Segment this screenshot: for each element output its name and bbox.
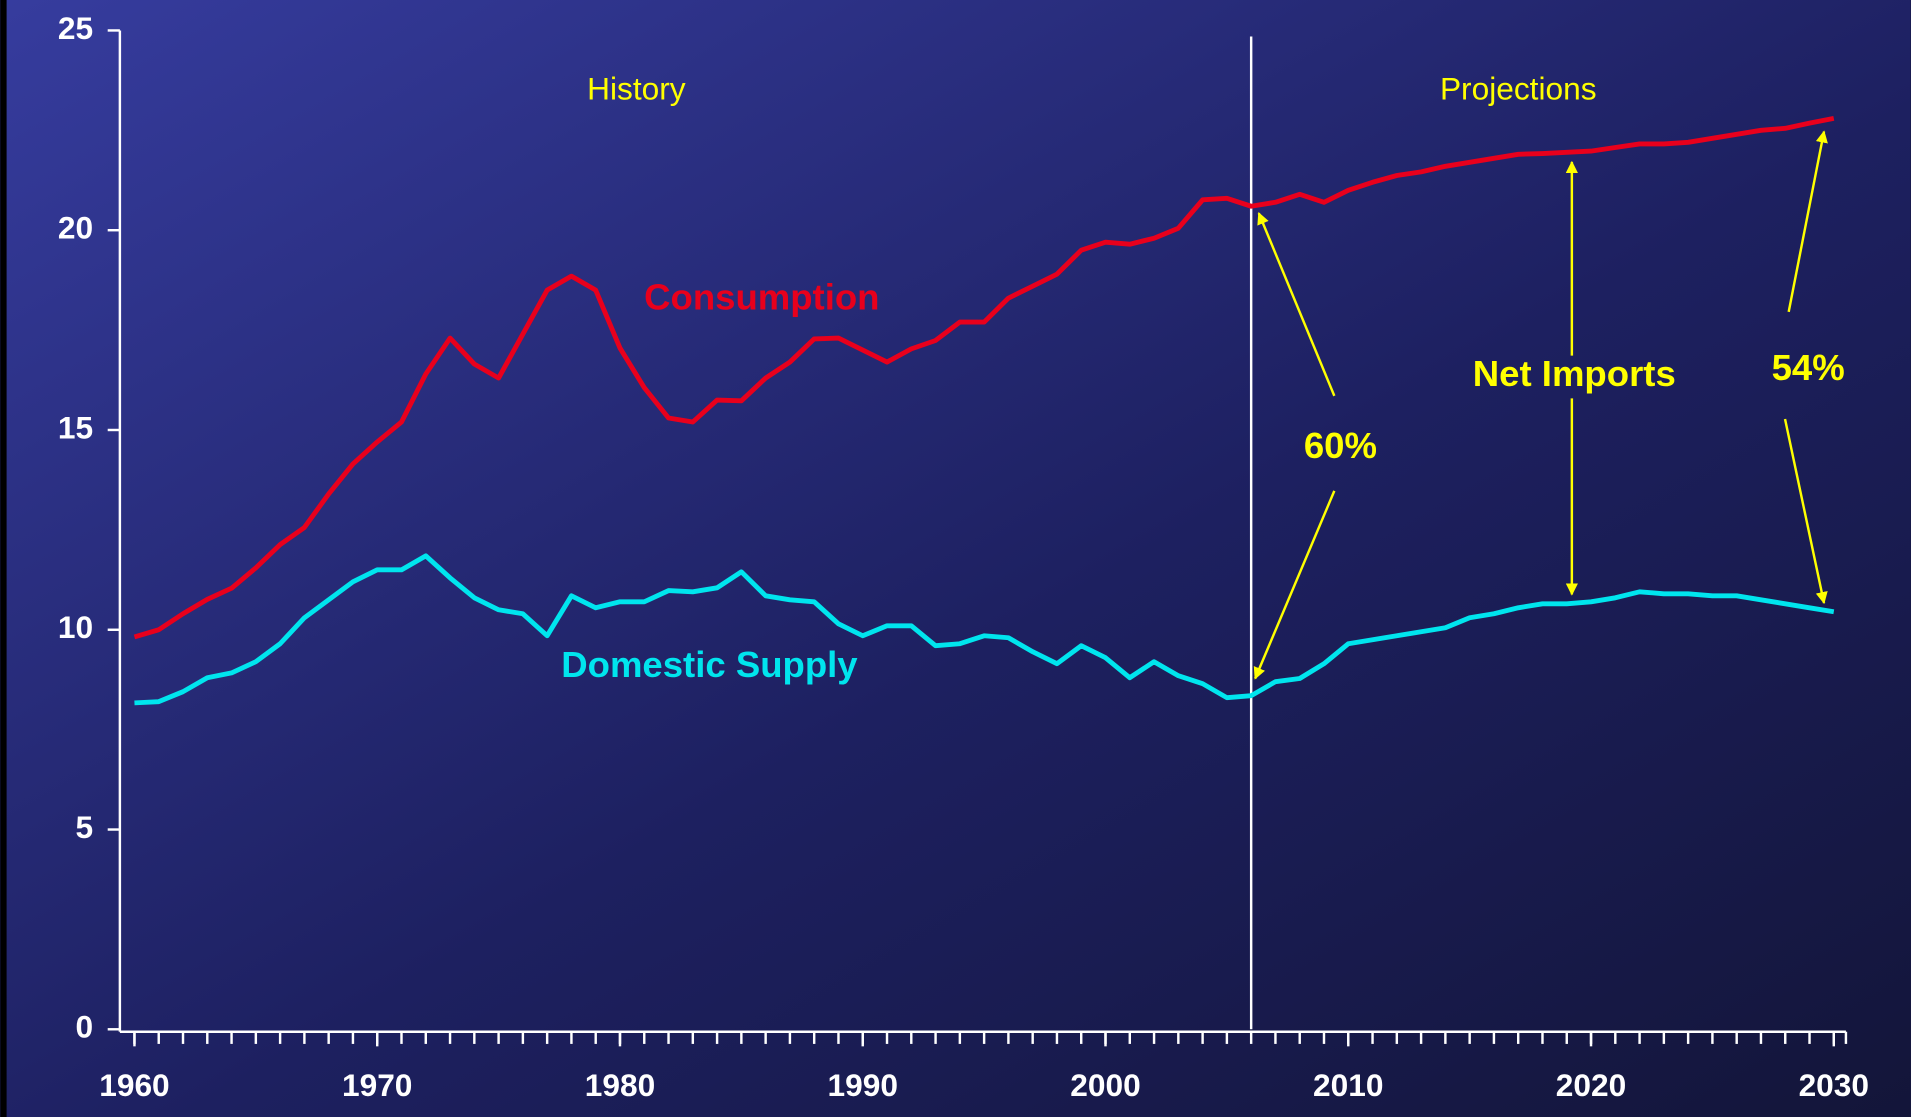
x-tick-label: 2010 bbox=[1313, 1067, 1383, 1103]
x-tick-label: 1970 bbox=[342, 1067, 412, 1103]
x-tick-label: 1980 bbox=[585, 1067, 655, 1103]
series-label: Consumption bbox=[644, 276, 879, 317]
edge bbox=[0, 0, 7, 1117]
series-line bbox=[133, 115, 1835, 640]
arrows bbox=[1253, 130, 1828, 680]
x-tick-label: 2000 bbox=[1070, 1067, 1140, 1103]
y-tick-label: 25 bbox=[58, 10, 93, 46]
x-tick-label: 2020 bbox=[1556, 1067, 1626, 1103]
arrow bbox=[1783, 418, 1828, 605]
x-tick-label: 1990 bbox=[828, 1067, 898, 1103]
annotation: 54% bbox=[1772, 347, 1845, 388]
annotation: 60% bbox=[1304, 425, 1377, 466]
series-line bbox=[134, 553, 1835, 706]
annotation: Net Imports bbox=[1473, 353, 1676, 394]
y-tick-label: 20 bbox=[58, 210, 93, 246]
series-label: Domestic Supply bbox=[561, 644, 858, 685]
annotation: History bbox=[587, 71, 686, 107]
x-tick-label: 1960 bbox=[99, 1067, 169, 1103]
x-tick-label: 2030 bbox=[1799, 1067, 1869, 1103]
arrow bbox=[1253, 490, 1336, 680]
arrow bbox=[1257, 212, 1336, 397]
arrow bbox=[1787, 130, 1828, 313]
annotation: Projections bbox=[1440, 71, 1597, 107]
y-tick-label: 15 bbox=[58, 409, 93, 445]
y-tick-label: 10 bbox=[58, 609, 93, 645]
y-tick-label: 5 bbox=[75, 809, 93, 845]
y-tick-label: 0 bbox=[75, 1009, 93, 1045]
